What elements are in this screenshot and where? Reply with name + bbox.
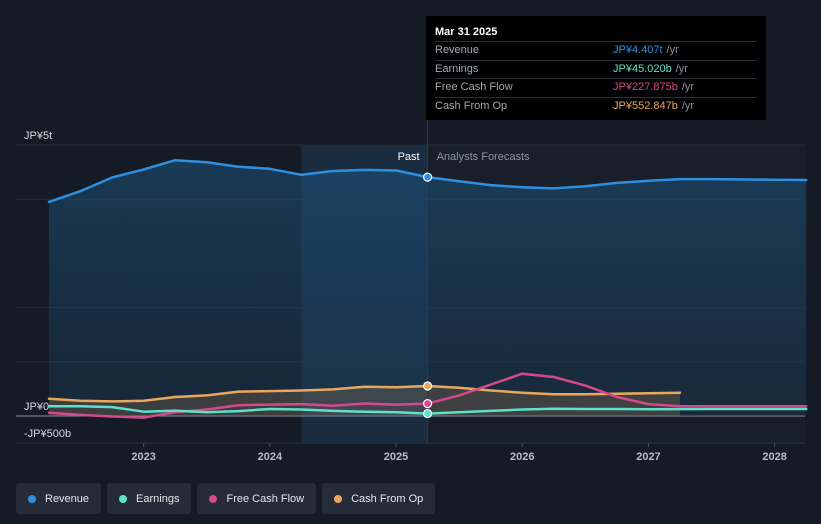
tooltip-label: Earnings [435,62,479,75]
earnings-marker [423,408,433,419]
data-tooltip: Mar 31 2025 Revenue JP¥4.407t /yr Earnin… [426,16,766,120]
legend-label: Earnings [136,492,180,505]
tooltip-value: JP¥227.875b [613,81,678,93]
chart-legend: Revenue Earnings Free Cash Flow Cash Fro… [16,483,436,514]
y-tick-label: JP¥0 [24,401,49,413]
tooltip-unit: /yr [666,44,679,56]
legend-item-earnings[interactable]: Earnings [107,483,192,514]
tooltip-label: Free Cash Flow [435,81,513,93]
x-tick-label: 2025 [384,451,408,463]
revenue-marker [423,172,433,182]
legend-item-free-cash-flow[interactable]: Free Cash Flow [197,483,317,514]
forecast-label: Analysts Forecasts [437,151,530,163]
earnings-dot-icon [119,494,128,503]
y-tick-label: -JP¥500b [24,428,71,440]
tooltip-value: JP¥552.847b [613,99,678,112]
x-tick-label: 2028 [762,451,786,463]
legend-label: Revenue [45,492,90,505]
free-cash-flow-marker [423,399,433,409]
legend-item-cash-from-op[interactable]: Cash From Op [322,483,436,514]
tooltip-value: JP¥45.020b [613,62,672,75]
cash-from-op-line [47,384,682,403]
revenue-line [47,158,808,204]
earnings-line [47,404,808,415]
tooltip-unit: /yr [675,62,688,75]
tooltip-row-earnings: Earnings JP¥45.020b /yr [435,59,757,79]
cash-from-op-marker [423,381,433,391]
past-label: Past [398,151,420,163]
x-tick-label: 2027 [636,451,660,463]
free-cash-flow-dot-icon [209,494,218,503]
revenue-dot-icon [28,494,36,503]
legend-label: Free Cash Flow [226,492,305,505]
free-cash-flow-line [47,372,808,419]
tooltip-label: Cash From Op [435,99,508,112]
tooltip-label: Revenue [435,44,480,56]
tooltip-unit: /yr [681,99,695,112]
x-tick-label: 2026 [510,451,534,463]
tooltip-row-revenue: Revenue JP¥4.407t /yr [435,41,757,60]
tooltip-row-cash-from-op: Cash From Op JP¥552.847b /yr [435,96,757,116]
legend-item-revenue[interactable]: Revenue [16,483,102,514]
tooltip-row-free-cash-flow: Free Cash Flow JP¥227.875b /yr [435,78,757,97]
tooltip-unit: /yr [681,81,695,93]
legend-label: Cash From Op [351,492,424,505]
tooltip-date: Mar 31 2025 [435,26,498,38]
x-tick-label: 2023 [131,451,155,463]
x-tick-label: 2024 [258,451,283,463]
cash-from-op-dot-icon [334,494,343,503]
y-tick-label: JP¥5t [24,130,52,142]
tooltip-value: JP¥4.407t [613,44,663,56]
